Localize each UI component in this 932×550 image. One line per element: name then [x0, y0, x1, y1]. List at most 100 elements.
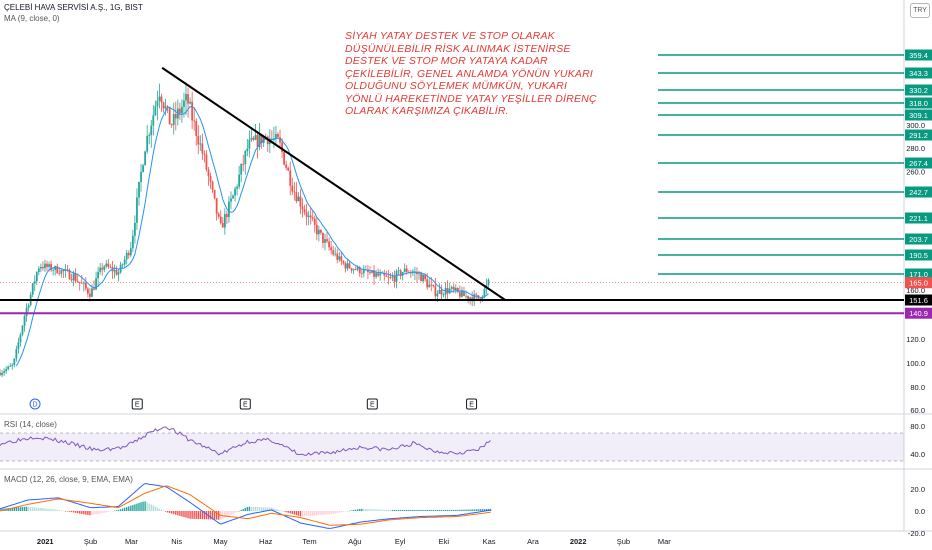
- candle-body: [281, 142, 283, 152]
- macd-histogram-bar: [238, 510, 240, 512]
- macd-histogram-bar: [461, 509, 463, 511]
- time-axis: 2021 Şub Mar Nis May Haz Tem Ağu Eyl Eki Kas Ara 202…: [37, 537, 671, 546]
- candle-body: [236, 186, 239, 189]
- candle-body: [148, 135, 151, 136]
- candle-body: [411, 272, 414, 274]
- macd-histogram-bar: [11, 507, 13, 511]
- candle-body: [19, 334, 22, 343]
- candle-body: [15, 349, 18, 359]
- macd-histogram-bar: [199, 511, 202, 520]
- resistance-price-badge: [905, 157, 932, 169]
- candle-body: [287, 167, 290, 171]
- macd-histogram-bar: [473, 509, 475, 511]
- candle-body: [487, 279, 490, 285]
- candle-body: [72, 273, 75, 281]
- candle-body: [183, 100, 185, 107]
- candle-body: [422, 274, 425, 282]
- macd-histogram-bar: [424, 509, 426, 511]
- candle-body: [336, 253, 339, 260]
- candle-body: [291, 185, 294, 192]
- ma-legend[interactable]: MA (9, close, 0): [4, 14, 60, 23]
- candle-body: [7, 366, 10, 370]
- macd-histogram-bar: [156, 507, 159, 511]
- price-tick-label: 280.0: [906, 144, 925, 153]
- candle-body: [418, 273, 420, 275]
- resistance-price-badge: [905, 249, 932, 261]
- macd-histogram-bar: [463, 509, 465, 511]
- candle-body: [58, 272, 61, 274]
- macd-histogram-bar: [234, 511, 236, 513]
- candle-body: [113, 269, 116, 272]
- candle-body: [452, 286, 455, 290]
- macd-histogram-bar: [397, 509, 400, 511]
- candle-body: [82, 282, 85, 284]
- macd-line: [0, 483, 491, 529]
- macd-histogram-bar: [350, 510, 353, 511]
- candle-body: [99, 267, 102, 272]
- macd-histogram-bar: [348, 510, 351, 512]
- candle-body: [377, 273, 380, 276]
- candle-body: [338, 256, 341, 260]
- support-black-badge: [905, 294, 932, 306]
- candle-body: [136, 197, 138, 223]
- macd-histogram-bar: [262, 507, 265, 511]
- candle-body: [483, 289, 486, 297]
- macd-histogram-bar: [401, 509, 404, 511]
- macd-histogram-bar: [283, 511, 285, 512]
- macd-histogram-bar: [328, 511, 330, 515]
- support-purple-badge: [905, 307, 932, 319]
- last-price-badge-text: 165.0: [909, 279, 928, 288]
- macd-histogram-bar: [107, 511, 110, 512]
- macd-histogram-bar: [187, 511, 189, 519]
- candle-body: [305, 212, 308, 217]
- candle-body: [105, 263, 108, 267]
- candle-body: [248, 139, 251, 149]
- candle-body: [228, 201, 230, 218]
- macd-histogram-bar: [260, 507, 263, 511]
- macd-histogram-bar: [160, 509, 163, 511]
- macd-histogram-bar: [0, 508, 1, 511]
- macd-histogram-bar: [256, 507, 259, 511]
- support-purple-badge-text: 140.9: [909, 309, 928, 318]
- candle-body: [78, 281, 81, 283]
- macd-histogram-bar: [228, 511, 230, 516]
- candle-body: [450, 286, 453, 289]
- macd-histogram-bar: [361, 508, 363, 511]
- candle-body: [146, 135, 149, 152]
- candle-body: [320, 229, 322, 233]
- macd-histogram-bar: [15, 507, 18, 511]
- macd-legend[interactable]: MACD (12, 26, close, 9, EMA, EMA): [4, 475, 133, 484]
- macd-histogram-bar: [70, 511, 73, 513]
- candle-body: [42, 266, 44, 269]
- candle-body: [223, 213, 226, 228]
- candle-body: [1, 372, 3, 376]
- macd-histogram-bar: [242, 508, 244, 511]
- candle-body: [48, 264, 50, 267]
- macd-histogram-bar: [185, 511, 187, 518]
- macd-histogram-bar: [477, 509, 479, 511]
- macd-histogram-bar: [252, 506, 255, 511]
- time-tick-label: Eyl: [395, 537, 406, 546]
- macd-histogram-bar: [203, 511, 206, 520]
- candle-body: [70, 279, 73, 281]
- macd-histogram-bar: [387, 509, 390, 511]
- macd-histogram-bar: [453, 509, 455, 511]
- candle-body: [397, 270, 400, 272]
- candle-body: [154, 106, 157, 116]
- macd-histogram-bar: [307, 511, 310, 516]
- macd-histogram-bar: [285, 511, 287, 513]
- candle-body: [39, 266, 42, 269]
- candle-body: [295, 192, 298, 202]
- annotation-line: OLARAK KARŞIMIZA ÇIKABİLİR.: [345, 105, 509, 117]
- macd-histogram-bar: [13, 507, 16, 511]
- candle-body: [448, 288, 451, 294]
- macd-histogram-bar: [85, 511, 87, 515]
- currency-button[interactable]: TRY: [910, 3, 930, 18]
- candle-body: [436, 293, 439, 297]
- macd-histogram-bar: [369, 509, 371, 511]
- rsi-legend[interactable]: RSI (14, close): [4, 420, 57, 429]
- macd-histogram-bar: [412, 509, 414, 511]
- candle-body: [324, 239, 326, 243]
